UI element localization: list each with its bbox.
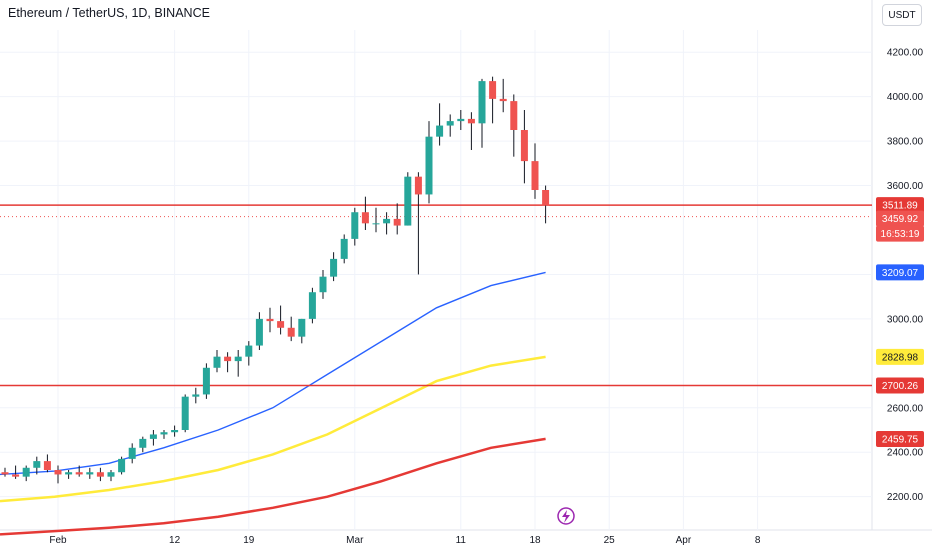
x-tick-label: 11: [456, 535, 467, 546]
x-tick-label: Apr: [676, 535, 692, 546]
y-tick-label: 2200.00: [887, 492, 924, 503]
candle-body: [457, 118, 465, 122]
candle-body: [65, 472, 73, 475]
bar-countdown-label-bg: [876, 225, 924, 242]
price-labels: 3511.89 2700.26 3209.07 2828.98 2459.75 3459.…: [876, 197, 924, 447]
candle-body: [414, 176, 422, 195]
candle-body: [118, 458, 126, 473]
x-tick-label: 25: [604, 535, 616, 546]
candles: [1, 76, 550, 484]
candle-body: [319, 276, 327, 293]
candle-body: [107, 472, 115, 477]
lightning-icon[interactable]: [557, 507, 575, 525]
x-tick-label: 8: [755, 535, 761, 546]
candle-body: [383, 218, 391, 224]
moving-average-price-label: 3209.07: [882, 268, 919, 279]
candle-body: [510, 101, 518, 130]
candle-body: [224, 356, 232, 362]
x-tick-label: 19: [243, 535, 255, 546]
x-tick-label: Feb: [49, 535, 67, 546]
y-tick-label: 3800.00: [887, 137, 924, 148]
y-tick-label: 4200.00: [887, 48, 924, 59]
grid: [0, 30, 872, 530]
candle-body: [361, 212, 369, 224]
moving-average-price-label: 2459.75: [882, 434, 919, 445]
moving-average-price-label: 2828.98: [882, 352, 919, 363]
y-tick-label: 3600.00: [887, 181, 924, 192]
candle-body: [520, 130, 528, 162]
candle-body: [75, 472, 83, 475]
candle-body: [213, 356, 221, 368]
moving-average-line: [0, 437, 546, 536]
candle-body: [202, 367, 210, 395]
candle-body: [287, 327, 295, 337]
y-tick-label: 3000.00: [887, 314, 924, 325]
candle-body: [425, 136, 433, 195]
y-tick-label: 2400.00: [887, 448, 924, 459]
level-price-label: 3511.89: [882, 201, 918, 212]
candle-body: [54, 470, 62, 475]
candle-body: [192, 394, 200, 397]
candle-body: [467, 118, 475, 124]
candle-body: [478, 81, 486, 124]
x-tick-label: 18: [529, 535, 541, 546]
last-price-label: 3459.92: [882, 214, 919, 225]
candle-body: [149, 434, 157, 439]
candle-body: [234, 356, 242, 362]
candle-body: [499, 98, 507, 102]
candle-body: [255, 318, 263, 346]
candle-body: [266, 318, 274, 322]
candle-body: [489, 81, 497, 99]
candle-body: [128, 447, 136, 459]
candle-body: [12, 474, 20, 477]
candle-body: [351, 212, 359, 239]
candle-body: [160, 432, 168, 435]
candle-body: [393, 218, 401, 226]
moving-average-line: [0, 271, 546, 476]
candle-body: [330, 258, 338, 277]
candle-body: [96, 472, 104, 477]
horizontal-lines: [0, 204, 872, 387]
candle-body: [33, 461, 41, 468]
candle-body: [446, 121, 454, 126]
moving-average-price-label-bg: [876, 430, 924, 447]
candle-body: [542, 190, 550, 206]
moving-averages: [0, 271, 546, 536]
candle-body: [308, 292, 316, 319]
level-price-label-bg: [876, 377, 924, 394]
bar-countdown-label: 16:53:19: [881, 229, 920, 240]
moving-average-price-label-bg: [876, 264, 924, 281]
chart-title: Ethereum / TetherUS, 1D, BINANCE: [8, 6, 210, 20]
candle-body: [298, 318, 306, 337]
candle-body: [1, 472, 9, 475]
candle-body: [372, 223, 380, 225]
time-axis: Feb 12 19 Mar 11 18 25 Apr 8: [49, 535, 760, 546]
candle-body: [86, 472, 94, 475]
last-price-label-bg: [876, 210, 924, 227]
candle-body: [404, 176, 412, 226]
candle-body: [139, 438, 147, 448]
candle-body: [22, 467, 30, 477]
candle-body: [531, 161, 539, 190]
candle-body: [43, 461, 51, 470]
x-tick-label: 12: [169, 535, 181, 546]
candle-body: [181, 396, 189, 430]
level-price-label: 2700.26: [882, 381, 919, 392]
candle-body: [340, 238, 348, 259]
y-tick-label: 2600.00: [887, 403, 924, 414]
candle-body: [245, 345, 253, 357]
moving-average-price-label-bg: [876, 348, 924, 365]
currency-button[interactable]: USDT: [882, 4, 922, 26]
moving-average-line: [0, 355, 546, 503]
candle-body: [436, 125, 444, 137]
candle-body: [171, 430, 179, 433]
candle-body: [277, 321, 285, 328]
y-tick-label: 4000.00: [887, 92, 924, 103]
level-price-label-bg: [876, 197, 924, 214]
x-tick-label: Mar: [346, 535, 364, 546]
